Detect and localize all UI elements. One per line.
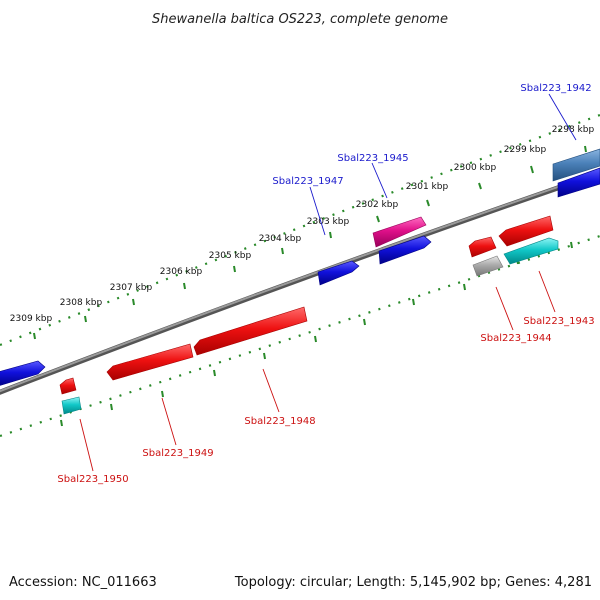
gene-sbal1942[interactable]: [552, 148, 600, 182]
genome-summary: Topology: circular; Length: 5,145,902 bp…: [234, 575, 592, 590]
kbp-label: 2298 kbp: [552, 125, 595, 135]
kbp-labels: 2298 kbp 2299 kbp 2300 kbp 2301 kbp 2302…: [10, 125, 595, 324]
gene-label: Sbal223_1947: [272, 176, 343, 187]
gene-label: Sbal223_1944: [480, 333, 551, 344]
gene-label: Sbal223_1950: [57, 474, 128, 485]
inner-tick-track: [0, 234, 600, 438]
gene-label: Sbal223_1949: [142, 448, 213, 459]
outer-major-ticks: [33, 145, 587, 340]
forward-genes: [0, 148, 600, 386]
kbp-label: 2309 kbp: [10, 314, 53, 324]
gene-label: Sbal223_1942: [520, 83, 591, 94]
kbp-label: 2308 kbp: [60, 298, 103, 308]
kbp-label: 2303 kbp: [307, 217, 350, 227]
gene-label: Sbal223_1948: [244, 416, 315, 427]
kbp-label: 2302 kbp: [356, 200, 399, 210]
gene-red-small-left[interactable]: [59, 377, 77, 395]
gene-sbal1947[interactable]: [317, 260, 360, 286]
gene-sbal1949[interactable]: [106, 343, 194, 381]
kbp-label: 2301 kbp: [406, 182, 449, 192]
gene-label: Sbal223_1945: [337, 153, 408, 164]
gene-label: Sbal223_1943: [523, 316, 594, 327]
gene-sbal1945[interactable]: [372, 216, 427, 248]
kbp-label: 2305 kbp: [209, 251, 252, 261]
label-leaders: [79, 93, 577, 472]
inner-major-ticks: [60, 241, 573, 427]
kbp-label: 2300 kbp: [454, 163, 497, 173]
kbp-label: 2299 kbp: [504, 145, 547, 155]
gene-sbal1950[interactable]: [61, 396, 82, 415]
gene-red-small[interactable]: [468, 236, 497, 258]
genome-title: Shewanella baltica OS223, complete genom…: [152, 12, 448, 27]
gene-sbal1943[interactable]: [498, 215, 554, 247]
kbp-label: 2307 kbp: [110, 283, 153, 293]
gene-sbal1948[interactable]: [193, 306, 308, 356]
reverse-genes: [59, 215, 559, 415]
accession-text: Accession: NC_011663: [9, 575, 157, 590]
kbp-label: 2304 kbp: [259, 234, 302, 244]
kbp-label: 2306 kbp: [160, 267, 203, 277]
gene-forward-blue[interactable]: [0, 360, 46, 386]
gene-cyan-1943[interactable]: [503, 237, 559, 265]
gene-forward-blue[interactable]: [557, 167, 600, 198]
gene-forward-blue[interactable]: [378, 235, 432, 265]
gene-labels: Sbal223_1942 Sbal223_1945 Sbal223_1947 S…: [57, 83, 594, 485]
gene-sbal1944[interactable]: [472, 255, 504, 277]
